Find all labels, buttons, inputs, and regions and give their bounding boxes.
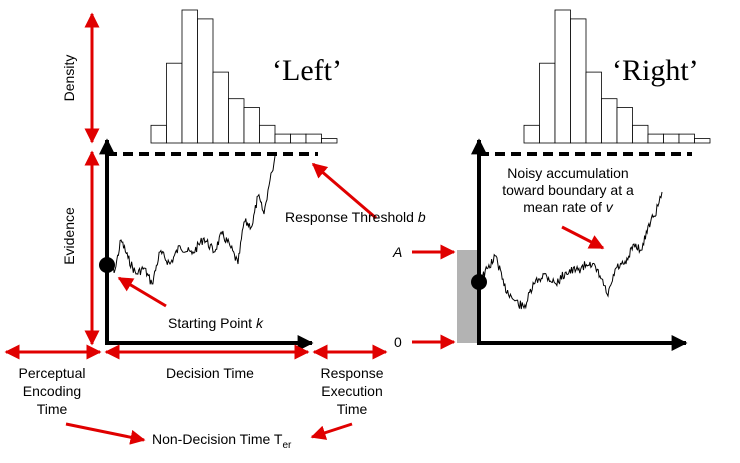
zero-marker-label: 0 <box>394 334 402 350</box>
histogram-bar <box>601 98 618 144</box>
perceptual-to-nondecision-arrow <box>65 422 146 445</box>
decision-time-label: Decision Time <box>166 365 254 381</box>
histogram-bar <box>678 133 695 144</box>
perceptual-label-line1: Perceptual <box>19 365 86 381</box>
histogram-bar <box>570 18 587 144</box>
right-density-histogram <box>523 9 711 144</box>
non-decision-time-label: Non-Decision Time Ter <box>152 431 292 451</box>
left-starting-point-dot <box>99 257 115 273</box>
left-density-histogram <box>150 9 338 144</box>
histogram-bar <box>539 62 556 144</box>
histogram-bar <box>616 107 633 144</box>
left-evidence-trace <box>106 155 276 285</box>
histogram-bar <box>259 124 276 144</box>
noisy-accumulation-line2: toward boundary at a <box>502 182 634 198</box>
histogram-bar <box>290 133 307 144</box>
response-label-line1: Response <box>320 365 383 381</box>
right-evidence-trace <box>478 191 663 310</box>
response-to-nondecision-arrow <box>310 422 353 440</box>
perceptual-label-line2: Encoding <box>23 383 81 399</box>
histogram-bar <box>694 138 711 144</box>
histogram-bar <box>585 71 602 144</box>
histogram-bar <box>197 18 214 144</box>
histogram-bar <box>181 9 198 144</box>
starting-point-pointer-arrow <box>117 276 167 308</box>
right-starting-point-dot <box>471 274 487 290</box>
a-marker-label: A <box>392 244 402 260</box>
response-label-line2: Execution <box>321 383 382 399</box>
histogram-bar <box>166 62 183 144</box>
histogram-bar <box>663 133 680 144</box>
histogram-bar <box>228 98 245 144</box>
noisy-accumulation-line1: Noisy accumulation <box>507 165 628 181</box>
histogram-bar <box>647 133 664 144</box>
histogram-bar <box>243 107 260 144</box>
right-panel-title: ‘Right’ <box>612 54 699 87</box>
perceptual-label-line3: Time <box>37 401 68 417</box>
histogram-bar <box>305 133 322 144</box>
noisy-accumulation-line3: mean rate of v <box>523 199 614 215</box>
starting-point-label: Starting Point k <box>168 315 264 331</box>
histogram-bar <box>150 124 167 144</box>
response-threshold-label: Response Threshold b <box>285 209 426 225</box>
density-axis-label: Density <box>61 55 77 102</box>
evidence-axis-label: Evidence <box>61 207 77 265</box>
histogram-bar <box>554 9 571 144</box>
histogram-bar <box>274 133 291 144</box>
response-label-line3: Time <box>337 401 368 417</box>
starting-point-range-band <box>457 250 478 343</box>
threshold-pointer-arrow <box>311 162 377 220</box>
histogram-bar <box>632 124 649 144</box>
histogram-bar <box>523 124 540 144</box>
left-panel-title: ‘Left’ <box>272 54 342 87</box>
histogram-bar <box>212 71 229 144</box>
accumulation-pointer-arrow <box>561 225 605 250</box>
histogram-bar <box>321 138 338 144</box>
